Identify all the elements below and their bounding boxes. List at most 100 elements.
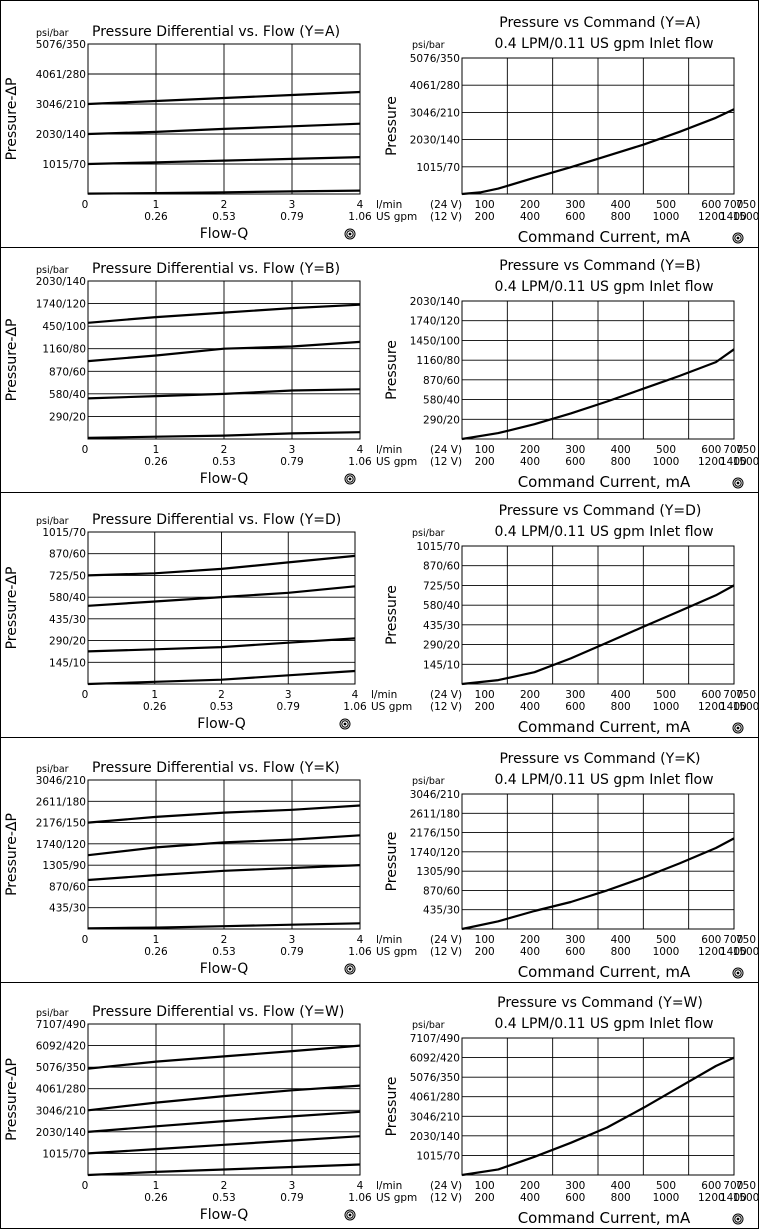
y-tick-label: 1015/70 xyxy=(42,1148,86,1160)
x-tick-secondary-label: 1000 xyxy=(653,946,680,958)
x-tick-label: 0 xyxy=(82,689,89,701)
x-tick-secondary-label: 200 xyxy=(475,211,495,223)
chart-subtitle: 0.4 LPM/0.11 US gpm Inlet flow xyxy=(494,36,713,52)
x-tick-secondary-label: 1.06 xyxy=(348,211,372,223)
x-tick-label: 100 xyxy=(475,199,495,211)
plot-frame xyxy=(461,1037,735,1176)
y-tick-label: 435/30 xyxy=(423,620,460,632)
y-tick-label: 1305/90 xyxy=(416,866,460,878)
y-tick-label: 3046/210 xyxy=(36,775,86,787)
plot-frame xyxy=(87,1023,361,1176)
chart-subtitle: 0.4 LPM/0.11 US gpm Inlet flow xyxy=(494,279,713,295)
x-unit-primary: (24 V) xyxy=(430,934,462,946)
orifice-mid-ring xyxy=(734,479,742,487)
y-tick-label: 1450/100 xyxy=(410,335,460,347)
y-tick-label: 1015/70 xyxy=(416,162,460,174)
x-tick-label: 3 xyxy=(289,444,296,456)
x-tick-secondary-label: 600 xyxy=(565,701,585,713)
y-tick-label: 1015/70 xyxy=(416,1150,460,1162)
chart-title: Pressure vs Command (Y=A) xyxy=(499,15,700,31)
command-chart: 3046/210 2611/180 2176/150 1740/120 1305/90 8… xyxy=(384,751,759,981)
orifice-symbol-icon xyxy=(344,963,356,975)
y-tick-label: 145/10 xyxy=(423,659,460,671)
y-tick-label: 4061/280 xyxy=(410,80,460,92)
y-tick-label: 290/20 xyxy=(49,411,86,423)
chart-title: Pressure vs Command (Y=K) xyxy=(499,751,700,767)
orifice-center-dot xyxy=(348,967,352,971)
y-tick-label: 3046/210 xyxy=(410,107,460,119)
x-tick-label: 500 xyxy=(656,934,676,946)
orifice-center-dot xyxy=(736,726,740,730)
x-tick-label: 2 xyxy=(221,1180,228,1192)
y-unit-label: psi/bar xyxy=(36,28,69,39)
orifice-mid-ring xyxy=(346,475,354,483)
x-tick-secondary-label: 800 xyxy=(611,456,631,468)
y-tick-label: 870/60 xyxy=(49,366,86,378)
series-line xyxy=(461,348,735,441)
y-tick-label: 290/20 xyxy=(423,414,460,426)
x-tick-secondary-label: 400 xyxy=(520,946,540,958)
y-tick-label: 2030/140 xyxy=(36,129,86,141)
x-tick-secondary-label: 1400 xyxy=(720,456,747,468)
x-tick-secondary-label: 800 xyxy=(611,946,631,958)
x-unit-primary: l/min xyxy=(376,934,402,946)
y-tick-label: 5076/350 xyxy=(410,53,460,65)
plot-frame xyxy=(461,300,735,440)
x-tick-secondary-label: 0.79 xyxy=(280,456,303,468)
series-line xyxy=(87,388,361,400)
chart-title: Pressure Differential vs. Flow (Y=A) xyxy=(92,24,340,40)
x-tick-label: 600 xyxy=(701,199,721,211)
x-tick-secondary-label: 1200 xyxy=(698,211,725,223)
y-unit-label: psi/bar xyxy=(412,528,445,539)
x-tick-label: 700 xyxy=(723,934,743,946)
x-tick-secondary-label: 0.79 xyxy=(280,1192,303,1204)
series-line xyxy=(87,156,361,166)
x-tick-label: 1 xyxy=(153,1180,160,1192)
y-tick-label: 2611/180 xyxy=(36,796,86,808)
x-unit-secondary: US gpm xyxy=(376,211,417,223)
chart-title: Pressure vs Command (Y=W) xyxy=(497,995,703,1011)
x-tick-secondary-label: 1.06 xyxy=(343,701,367,713)
x-tick-secondary-label: 1000 xyxy=(653,701,680,713)
y-tick-label: 5076/350 xyxy=(36,39,86,51)
series-line xyxy=(87,922,361,930)
y-tick-label: 3046/210 xyxy=(410,789,460,801)
x-tick-secondary-label: 1.06 xyxy=(348,1192,372,1204)
y-tick-label: 290/20 xyxy=(49,636,86,648)
x-tick-label: 1 xyxy=(153,934,160,946)
x-tick-secondary-label: 1400 xyxy=(720,946,747,958)
y-unit-label: psi/bar xyxy=(412,776,445,787)
y-tick-label: 870/60 xyxy=(49,549,86,561)
y-tick-label: 435/30 xyxy=(49,903,86,915)
y-tick-label: 435/30 xyxy=(49,614,86,626)
orifice-mid-ring xyxy=(734,969,742,977)
x-unit-primary: (24 V) xyxy=(430,444,462,456)
chart-title: Pressure Differential vs. Flow (Y=W) xyxy=(92,1004,344,1020)
plot-frame xyxy=(87,43,361,195)
x-tick-label: 400 xyxy=(611,689,631,701)
x-tick-label: 400 xyxy=(611,199,631,211)
y-tick-label: 1015/70 xyxy=(42,527,86,539)
y-tick-label: 4061/280 xyxy=(36,69,86,81)
x-unit-secondary: US gpm xyxy=(376,1192,417,1204)
x-axis-label: Command Current, mA xyxy=(518,718,691,736)
y-axis-label: Pressure xyxy=(384,340,400,400)
x-unit-secondary: (12 V) xyxy=(430,456,462,468)
chart-title: Pressure Differential vs. Flow (Y=K) xyxy=(92,760,340,776)
y-tick-label: 2176/150 xyxy=(410,828,460,840)
y-tick-label: 290/20 xyxy=(423,640,460,652)
plot-frame xyxy=(461,57,735,195)
x-tick-label: 100 xyxy=(475,689,495,701)
orifice-outer-ring xyxy=(732,722,744,734)
x-tick-secondary-label: 600 xyxy=(565,1192,585,1204)
orifice-center-dot xyxy=(348,232,352,236)
series-line xyxy=(461,584,735,686)
y-tick-label: 5076/350 xyxy=(36,1062,86,1074)
orifice-outer-ring xyxy=(732,232,744,244)
x-unit-secondary: US gpm xyxy=(371,701,412,713)
x-tick-secondary-label: 0.26 xyxy=(144,456,168,468)
series-line xyxy=(87,340,361,363)
x-axis-label: Command Current, mA xyxy=(518,1209,691,1227)
y-tick-label: 3046/210 xyxy=(36,99,86,111)
y-tick-label: 2030/140 xyxy=(36,1127,86,1139)
